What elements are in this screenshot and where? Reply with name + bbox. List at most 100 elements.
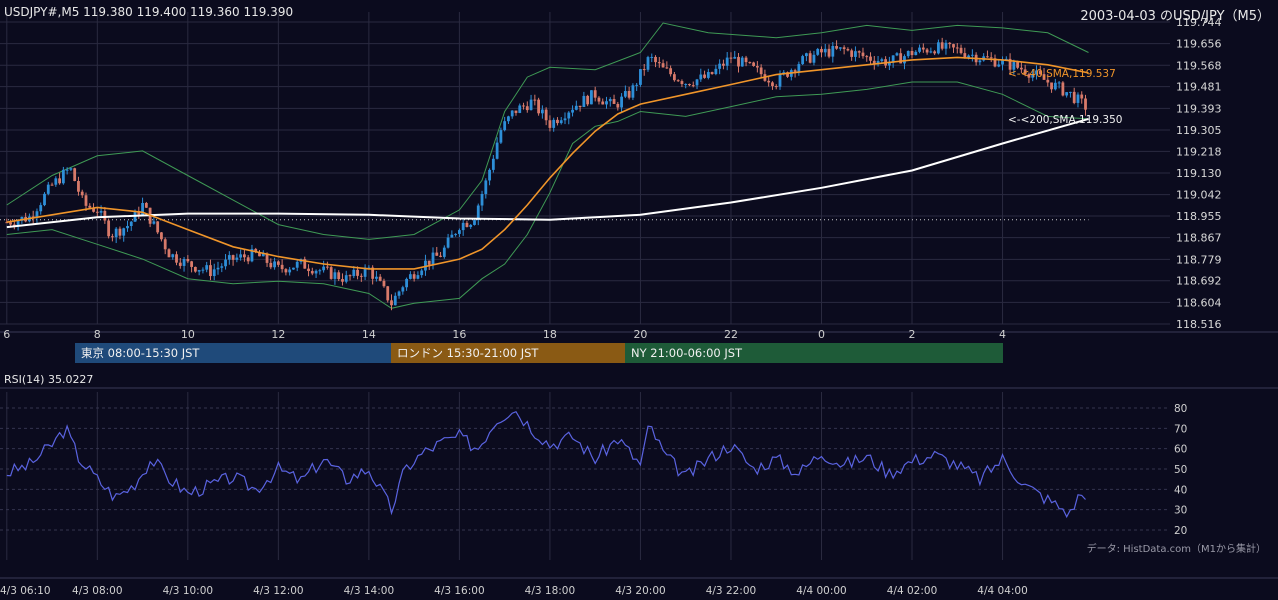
y-tick-label: 119.130 bbox=[1176, 167, 1222, 180]
candle-body bbox=[537, 99, 541, 114]
rsi-tick-label: 50 bbox=[1174, 464, 1187, 476]
candle-body bbox=[1046, 79, 1050, 83]
sma40-label: <-<40,SMA,119.537 bbox=[1008, 68, 1116, 80]
candle-body bbox=[9, 222, 12, 225]
candle-body bbox=[688, 83, 691, 86]
time-tick-label: 4/3 06:10 bbox=[0, 585, 51, 597]
rsi-title: RSI(14) 35.0227 bbox=[4, 373, 94, 386]
candle-body bbox=[359, 275, 363, 277]
candle-body bbox=[137, 211, 141, 215]
candle-body bbox=[733, 56, 737, 59]
candle-body bbox=[835, 45, 838, 49]
candle-body bbox=[1001, 59, 1004, 65]
candle-body bbox=[1084, 98, 1087, 110]
time-tick-label: 4/3 16:00 bbox=[434, 585, 485, 597]
candle-body bbox=[110, 236, 114, 238]
candle-body bbox=[235, 257, 239, 260]
candle-body bbox=[642, 69, 646, 71]
candle-body bbox=[367, 267, 371, 269]
candle-body bbox=[854, 51, 857, 57]
candle-body bbox=[488, 169, 491, 181]
candle-body bbox=[944, 42, 948, 49]
candle-body bbox=[205, 265, 209, 270]
candle-body bbox=[1012, 62, 1016, 70]
candle-body bbox=[986, 56, 989, 58]
candle-body bbox=[393, 295, 397, 306]
candle-body bbox=[1004, 58, 1008, 60]
candle-body bbox=[808, 53, 812, 63]
candle-body bbox=[465, 222, 469, 227]
x-tick-label: 18 bbox=[543, 328, 557, 341]
candle-body bbox=[820, 48, 823, 53]
sma40-line bbox=[6, 56, 1089, 270]
candle-body bbox=[752, 62, 755, 67]
candle-body bbox=[714, 68, 718, 75]
candle-body bbox=[631, 85, 635, 98]
candle-body bbox=[73, 168, 77, 181]
candle-body bbox=[755, 66, 759, 68]
moving-averages: <-<40,SMA,119.537 <-<200,SMA,119.350 bbox=[6, 56, 1122, 270]
candle-body bbox=[378, 276, 382, 281]
candle-body bbox=[684, 83, 688, 85]
candle-body bbox=[141, 202, 144, 215]
candle-body bbox=[918, 47, 921, 52]
candle-body bbox=[420, 270, 424, 276]
candle-body bbox=[1076, 94, 1080, 103]
time-tick-label: 4/4 02:00 bbox=[887, 585, 938, 597]
candle-body bbox=[458, 230, 461, 234]
candle-body bbox=[201, 269, 205, 271]
candle-body bbox=[480, 193, 484, 206]
candle-body bbox=[454, 233, 458, 235]
candle-body bbox=[722, 63, 725, 66]
candle-body bbox=[850, 50, 854, 57]
candle-body bbox=[227, 255, 231, 260]
candle-body bbox=[284, 269, 288, 273]
rsi-line bbox=[6, 410, 1086, 519]
candle-body bbox=[582, 95, 586, 108]
candle-body bbox=[1031, 74, 1035, 78]
y-tick-label: 118.955 bbox=[1176, 210, 1222, 223]
session-ny: NY 21:00-06:00 JST bbox=[625, 343, 1003, 363]
page-title: 2003-04-03 のUSD/JPY（M5） bbox=[1080, 9, 1270, 24]
candle-body bbox=[880, 59, 884, 62]
candle-body bbox=[107, 220, 111, 237]
candle-body bbox=[891, 55, 895, 63]
candle-body bbox=[740, 57, 744, 67]
candle-body bbox=[1038, 70, 1042, 75]
candle-body bbox=[269, 262, 273, 268]
candle-body bbox=[831, 45, 835, 57]
candle-body bbox=[239, 254, 243, 258]
candle-body bbox=[887, 62, 891, 66]
candle-body bbox=[258, 251, 261, 257]
y-tick-label: 119.656 bbox=[1176, 38, 1222, 51]
time-tick-label: 4/3 10:00 bbox=[163, 585, 214, 597]
time-tick-label: 4/4 00:00 bbox=[796, 585, 847, 597]
candle-body bbox=[876, 61, 880, 64]
candle-body bbox=[69, 168, 73, 170]
candle-body bbox=[314, 270, 318, 274]
candle-body bbox=[5, 222, 9, 224]
candle-body bbox=[657, 62, 661, 64]
candle-body bbox=[997, 64, 1001, 67]
candle-body bbox=[767, 80, 771, 83]
candle-body bbox=[439, 255, 442, 257]
candle-body bbox=[823, 48, 827, 53]
candle-body bbox=[563, 118, 567, 121]
candle-body bbox=[254, 248, 258, 252]
candle-body bbox=[895, 53, 899, 56]
candle-body bbox=[639, 69, 642, 85]
candle-body bbox=[510, 110, 514, 117]
candle-body bbox=[307, 268, 310, 272]
candle-body bbox=[401, 287, 405, 292]
candle-body bbox=[250, 248, 254, 262]
candle-body bbox=[118, 228, 122, 236]
rsi-tick-label: 70 bbox=[1174, 423, 1187, 435]
candle-body bbox=[1042, 74, 1046, 80]
session-london: ロンドン 15:30-21:00 JST bbox=[391, 343, 625, 363]
x-tick-label: 14 bbox=[362, 328, 376, 341]
candle-body bbox=[590, 90, 593, 105]
bollinger-bands bbox=[6, 22, 1089, 309]
y-tick-label: 119.481 bbox=[1176, 81, 1222, 94]
x-tick-label: 16 bbox=[452, 328, 466, 341]
candle-body bbox=[427, 260, 431, 265]
